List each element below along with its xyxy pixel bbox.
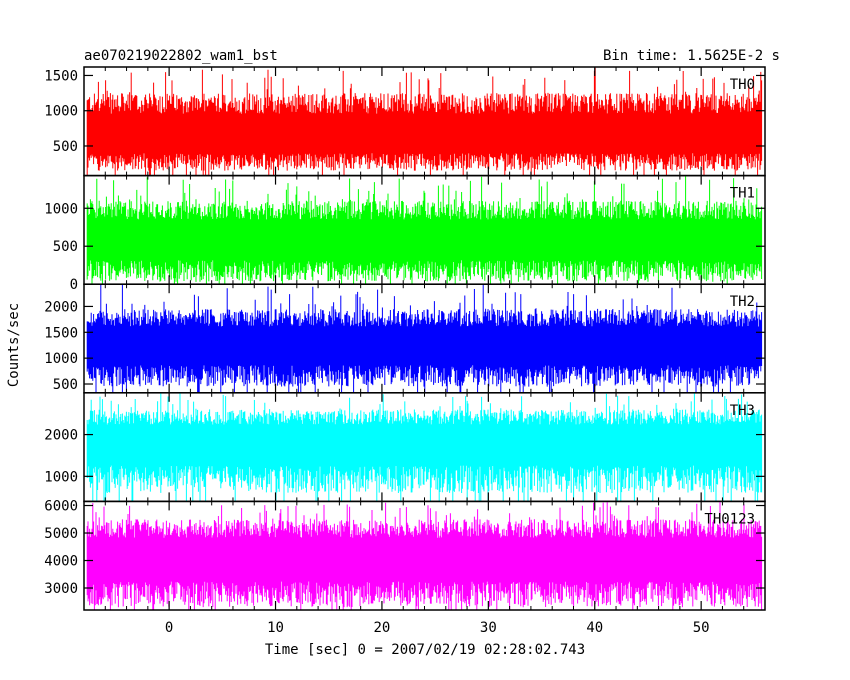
panel-label: TH1 — [730, 186, 755, 202]
panel-label: TH0 — [730, 77, 755, 93]
x-tick-label: 40 — [586, 620, 603, 636]
y-tick-label: 4000 — [44, 554, 78, 570]
panel-th2: 500 1000 1500 2000 TH2 — [44, 283, 766, 394]
y-tick-label: 500 — [53, 239, 78, 255]
panels-group: 50010001500TH005001000TH1500100015002000… — [44, 66, 766, 636]
x-axis-label: Time [sec] 0 = 2007/02/19 02:28:02.743 — [265, 642, 585, 658]
panel-label: TH3 — [730, 403, 755, 419]
y-tick-label: 5000 — [44, 526, 78, 542]
series-th0 — [86, 67, 763, 176]
y-tick-label: 1000 — [44, 201, 78, 217]
y-tick-label: 1000 — [44, 351, 78, 367]
chart-title-right: Bin time: 1.5625E-2 s — [603, 48, 780, 64]
series-th0123 — [86, 501, 763, 610]
chart-title-left: ae070219022802_wam1_bst — [84, 48, 278, 64]
series-th2 — [86, 284, 763, 393]
x-tick-label: 0 — [165, 620, 173, 636]
series-th3 — [86, 393, 763, 502]
panel-th3: 1000 2000 TH3 — [44, 392, 766, 503]
x-tick-label: 20 — [374, 620, 391, 636]
y-tick-label: 1500 — [44, 325, 78, 341]
panel-th0: 500 1000 1500 TH0 — [44, 66, 766, 177]
y-tick-label: 6000 — [44, 499, 78, 515]
y-tick-label: 500 — [53, 139, 78, 155]
series-th1 — [86, 176, 763, 285]
y-tick-label: 500 — [53, 377, 78, 393]
y-tick-label: 3000 — [44, 581, 78, 597]
y-tick-label: 0 — [70, 277, 78, 293]
y-tick-label: 1000 — [44, 104, 78, 120]
panel-label: TH2 — [730, 294, 755, 310]
y-tick-label: 1500 — [44, 68, 78, 84]
y-axis-label: Counts/sec — [6, 303, 22, 387]
x-tick-label: 30 — [480, 620, 497, 636]
panel-th0123: 3000 4000 5000 6000 TH0123 0 10 20 30 40 50 — [44, 499, 766, 636]
x-tick-label: 10 — [267, 620, 284, 636]
x-tick-label: 50 — [693, 620, 710, 636]
panel-label: TH0123 — [704, 511, 755, 527]
y-tick-label: 2000 — [44, 428, 78, 444]
y-tick-label: 1000 — [44, 469, 78, 485]
y-tick-label: 2000 — [44, 299, 78, 315]
panel-th1: 0 500 1000 TH1 — [44, 174, 766, 293]
